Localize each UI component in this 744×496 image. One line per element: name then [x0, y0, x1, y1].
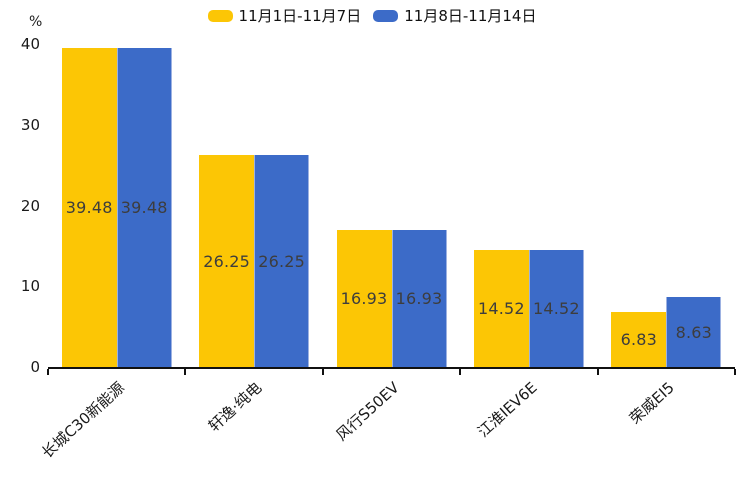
legend-item-series-1[interactable]: 11月1日-11月7日 [207, 7, 362, 25]
legend-label: 11月8日-11月14日 [404, 7, 537, 25]
y-axis-tick-label: 0 [30, 358, 40, 376]
bar-value-label: 26.25 [258, 251, 305, 271]
x-axis-tick [321, 369, 324, 375]
bar-value-label: 14.52 [532, 298, 580, 318]
bar-轩逸·纯电-series-1[interactable]: 26.25 [199, 155, 255, 367]
bar-value-label: 16.93 [340, 289, 388, 309]
bar-value-label: 6.83 [620, 329, 658, 349]
legend-item-series-2[interactable]: 11月8日-11月14日 [373, 7, 536, 25]
y-axis-tick-label: 30 [20, 115, 40, 134]
bar-荣威EI5-series-2[interactable]: 8.63 [666, 297, 722, 367]
y-axis-tick-label: 40 [20, 35, 40, 53]
bar-荣威EI5-series-1[interactable]: 6.83 [611, 311, 667, 367]
y-axis-unit-label: % [29, 14, 43, 30]
x-axis-category-label: 江淮IEV6E [473, 378, 541, 441]
bar-value-label: 14.52 [477, 298, 525, 318]
x-axis-tick [47, 369, 49, 375]
bar-江淮IEV6E-series-2[interactable]: 14.52 [528, 249, 584, 367]
x-axis-line [48, 367, 735, 369]
bar-江淮IEV6E-series-1[interactable]: 14.52 [473, 249, 529, 367]
y-axis-tick-label: 10 [20, 277, 40, 296]
bar-value-label: 8.63 [675, 322, 713, 342]
x-axis-tick [734, 369, 736, 375]
bar-风行S50EV-series-1[interactable]: 16.93 [336, 230, 392, 367]
legend-label: 11月1日-11月7日 [238, 7, 362, 25]
legend-swatch-icon [373, 10, 399, 22]
bar-长城C30新能源-series-2[interactable]: 39.48 [116, 48, 172, 367]
x-axis-category-label: 轩逸·纯电 [205, 378, 266, 436]
x-axis-category-label: 长城C30新能源 [38, 378, 129, 462]
x-axis-category-label: 风行S50EV [332, 378, 403, 445]
bar-value-label: 39.48 [65, 198, 113, 218]
legend-swatch-icon [207, 10, 233, 22]
x-axis-tick [596, 369, 599, 375]
x-axis-category-label: 荣威EI5 [625, 378, 678, 428]
bar-轩逸·纯电-series-2[interactable]: 26.25 [254, 155, 310, 367]
x-axis-tick [184, 369, 187, 375]
bar-value-label: 39.48 [120, 198, 168, 218]
legend: 11月1日-11月7日 11月8日-11月14日 [0, 7, 744, 25]
bar-value-label: 26.25 [203, 251, 250, 271]
y-axis-tick-label: 20 [20, 196, 40, 215]
bar-风行S50EV-series-2[interactable]: 16.93 [391, 230, 447, 367]
bar-value-label: 16.93 [395, 289, 443, 309]
x-axis-tick [459, 369, 462, 375]
bar-长城C30新能源-series-1[interactable]: 39.48 [61, 48, 117, 367]
